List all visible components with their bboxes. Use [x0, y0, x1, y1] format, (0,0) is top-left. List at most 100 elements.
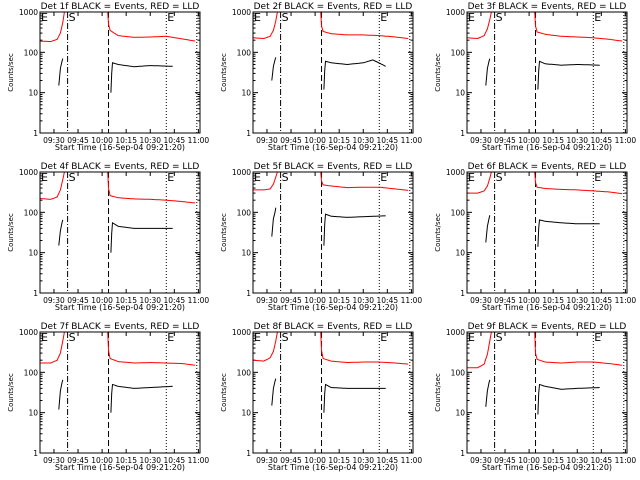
plot-frame — [252, 331, 414, 454]
x-tick-label: 11:00 — [401, 296, 423, 305]
x-tick-label: 11:00 — [615, 136, 637, 145]
x-tick-label: 11:00 — [615, 456, 637, 465]
y-tick-label: 1000 — [19, 8, 38, 17]
y-tick-label: 1000 — [19, 168, 38, 177]
marker-label: E — [468, 171, 475, 184]
x-tick-label: 10:45 — [164, 296, 186, 305]
marker-label: E — [167, 331, 174, 344]
events-series-segment — [271, 207, 277, 237]
events-series-segment — [58, 379, 64, 410]
events-series-segment — [58, 219, 64, 246]
lld-series-segment — [467, 331, 492, 369]
panel-det-9: Det 9f BLACK = Events, RED = LLD Start Ti… — [434, 322, 636, 472]
x-tick-label: 10:00 — [91, 456, 113, 465]
y-tick-label: 1 — [33, 129, 38, 138]
y-axis-label: Counts/sec — [7, 373, 15, 412]
x-axis-label: Start Time (16-Sep-04 09:21:20) — [268, 143, 398, 152]
panel-det-3: Det 3f BLACK = Events, RED = LLD Start Ti… — [434, 2, 636, 152]
x-tick-label: 10:45 — [591, 136, 613, 145]
events-series-segment — [485, 379, 491, 407]
plot-frame — [252, 11, 414, 134]
panel-det-6: Det 6f BLACK = Events, RED = LLD Start Ti… — [434, 162, 636, 312]
y-axis-label: Counts/sec — [220, 53, 228, 92]
panel-title: Det 7f BLACK = Events, RED = LLD — [41, 322, 200, 332]
y-tick-label: 10 — [455, 89, 465, 98]
x-tick-label: 10:15 — [115, 136, 137, 145]
marker-label: E — [594, 171, 601, 184]
panel-title: Det 8f BLACK = Events, RED = LLD — [254, 322, 413, 332]
plot-frame — [252, 171, 414, 294]
y-tick-label: 1 — [246, 449, 251, 458]
marker-label: E — [254, 11, 261, 24]
x-tick-label: 10:45 — [377, 296, 399, 305]
marker-label: S — [282, 11, 289, 24]
x-tick-label: 11:00 — [615, 296, 637, 305]
marker-label: S — [69, 11, 76, 24]
y-tick-label: 10 — [241, 89, 251, 98]
x-axis-label: Start Time (16-Sep-04 09:21:20) — [55, 143, 185, 152]
panel-title: Det 9f BLACK = Events, RED = LLD — [468, 322, 627, 332]
x-tick-label: 10:30 — [352, 136, 374, 145]
panel-det-8: Det 8f BLACK = Events, RED = LLD Start Ti… — [220, 322, 422, 472]
marker-label: E — [594, 11, 601, 24]
panel-det-4: Det 4f BLACK = Events, RED = LLD Start Ti… — [7, 162, 209, 312]
events-series-segment — [537, 383, 600, 415]
y-axis-label: Counts/sec — [434, 373, 442, 412]
y-tick-label: 10 — [28, 249, 38, 258]
events-series-segment — [110, 383, 173, 413]
x-tick-label: 10:45 — [591, 456, 613, 465]
marker-label: E — [380, 331, 387, 344]
x-tick-label: 09:30 — [470, 456, 492, 465]
x-tick-label: 11:00 — [401, 456, 423, 465]
lld-series-segment — [466, 11, 492, 40]
x-tick-label: 10:45 — [164, 456, 186, 465]
panel-title: Det 5f BLACK = Events, RED = LLD — [254, 162, 413, 172]
y-tick-label: 1 — [33, 289, 38, 298]
y-tick-label: 1 — [246, 289, 251, 298]
x-tick-label: 09:45 — [67, 136, 89, 145]
y-tick-label: 1 — [460, 289, 465, 298]
y-tick-label: 1 — [460, 449, 465, 458]
y-tick-label: 1000 — [446, 8, 465, 17]
x-tick-label: 10:15 — [542, 296, 564, 305]
x-tick-label: 10:30 — [139, 296, 161, 305]
x-tick-label: 11:00 — [188, 136, 210, 145]
x-tick-label: 09:45 — [280, 296, 302, 305]
x-tick-label: 10:30 — [566, 456, 588, 465]
x-tick-label: 10:15 — [542, 136, 564, 145]
x-tick-label: 09:45 — [280, 136, 302, 145]
x-tick-label: 10:00 — [518, 296, 540, 305]
events-series-segment — [537, 60, 600, 90]
panel-title: Det 4f BLACK = Events, RED = LLD — [41, 162, 200, 172]
x-tick-label: 10:30 — [139, 136, 161, 145]
x-axis-label: Start Time (16-Sep-04 09:21:20) — [55, 303, 185, 312]
marker-label: E — [380, 171, 387, 184]
y-tick-label: 100 — [24, 368, 39, 377]
marker-label: E — [41, 331, 48, 344]
x-tick-label: 10:45 — [377, 456, 399, 465]
x-tick-label: 09:45 — [494, 296, 516, 305]
marker-label: S — [282, 331, 289, 344]
lld-series-segment — [320, 171, 409, 191]
events-series-segment — [323, 383, 386, 413]
lld-series-segment — [534, 171, 623, 195]
marker-label: S — [496, 11, 503, 24]
plot-frame — [466, 11, 628, 134]
lld-series-segment — [534, 331, 623, 366]
x-tick-label: 10:30 — [352, 456, 374, 465]
x-axis-label: Start Time (16-Sep-04 09:21:20) — [268, 303, 398, 312]
x-tick-label: 09:30 — [43, 136, 65, 145]
x-tick-label: 10:00 — [91, 136, 113, 145]
x-tick-label: 10:00 — [518, 136, 540, 145]
x-tick-label: 10:30 — [139, 456, 161, 465]
y-tick-label: 1 — [33, 449, 38, 458]
marker-label: E — [254, 331, 261, 344]
marker-label: S — [69, 171, 76, 184]
x-tick-label: 09:45 — [67, 296, 89, 305]
lld-series-segment — [40, 11, 65, 43]
events-series-segment — [323, 59, 386, 90]
x-tick-label: 09:30 — [43, 456, 65, 465]
x-tick-label: 10:15 — [115, 296, 137, 305]
x-tick-label: 11:00 — [188, 456, 210, 465]
y-tick-label: 100 — [24, 48, 39, 57]
